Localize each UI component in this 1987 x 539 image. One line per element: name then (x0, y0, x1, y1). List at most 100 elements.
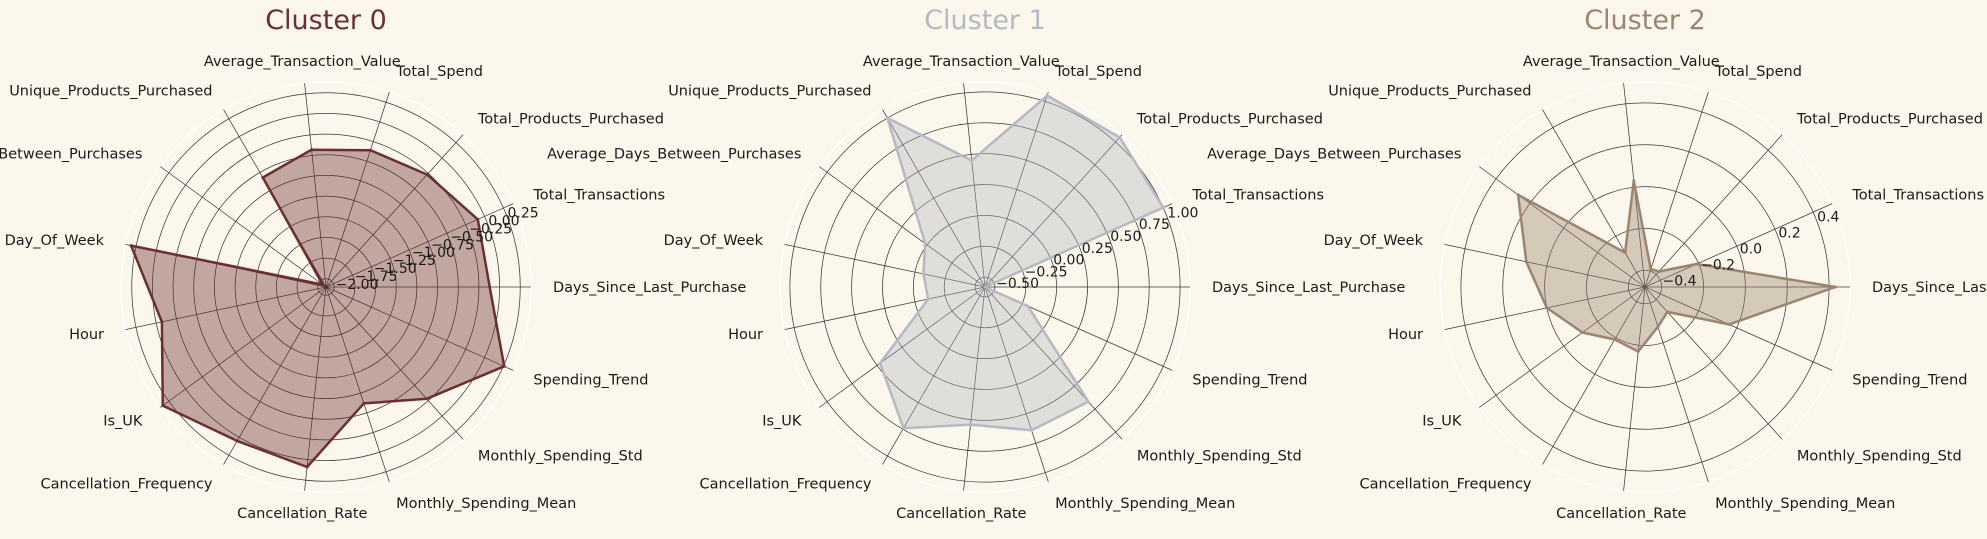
chart-title: Cluster 0 (265, 5, 387, 36)
data-point (1833, 285, 1837, 289)
spoke (304, 286, 327, 491)
r-tick-label: −1.50 (374, 261, 417, 277)
spoke (325, 286, 464, 440)
spoke (159, 166, 327, 288)
category-label: Day_Of_Week (1324, 233, 1424, 249)
data-point (970, 159, 974, 162)
data-point (1516, 193, 1520, 197)
r-tick-label: 0.75 (1139, 217, 1170, 233)
category-label: Cancellation_Rate (896, 506, 1026, 522)
data-point (1636, 350, 1640, 353)
category-label: Total_Products_Purchased (477, 111, 664, 127)
data-point (1649, 267, 1653, 271)
data-series-area (129, 148, 506, 469)
data-point (1030, 428, 1034, 432)
data-point (983, 285, 987, 289)
r-tick-label: −0.25 (469, 222, 512, 238)
r-tick-label: 0.00 (488, 214, 519, 230)
spoke (1623, 286, 1646, 491)
category-label: Average_Days_Between_Purchases (0, 147, 142, 163)
spoke (1644, 203, 1833, 288)
data-point (921, 272, 925, 276)
r-tick-label: −2.00 (336, 277, 379, 293)
spoke (882, 109, 986, 288)
r-tick-label: 1.00 (1167, 205, 1198, 221)
spoke (784, 244, 986, 288)
data-point (235, 439, 239, 443)
r-tick-label: 0.00 (1053, 253, 1084, 269)
r-tick-label: −0.75 (431, 237, 474, 253)
data-point (1727, 322, 1731, 326)
data-point (926, 297, 930, 301)
spoke (963, 286, 986, 491)
r-tick-label: 0.0 (1740, 242, 1762, 258)
data-point (1545, 306, 1549, 310)
data-point (261, 176, 265, 179)
category-label: Days_Since_Last_Purchase (1212, 280, 1405, 296)
r-tick-label: −0.25 (1025, 264, 1068, 280)
data-point (1580, 331, 1584, 334)
spoke (984, 286, 1049, 483)
category-label: Monthly_Spending_Mean (396, 496, 576, 512)
data-point (1086, 400, 1090, 404)
data-series-area (1516, 179, 1837, 353)
category-label: Cancellation_Rate (237, 506, 367, 522)
category-label: Total_Transactions (1191, 188, 1324, 204)
category-label: Days_Since_Last_Purchase (553, 280, 746, 296)
data-point (305, 465, 309, 469)
data-point (1161, 206, 1165, 210)
category-label: Average_Transaction_Value (1523, 54, 1720, 70)
category-label: Total_Spend (395, 64, 483, 80)
category-label: Total_Spend (1054, 64, 1142, 80)
data-point (1656, 325, 1660, 329)
category-label: Total_Products_Purchased (1796, 111, 1983, 127)
spoke (818, 286, 986, 408)
spoke (1644, 286, 1709, 483)
spoke (1542, 109, 1646, 288)
spoke (325, 286, 390, 483)
data-point (878, 361, 882, 365)
data-point (902, 426, 905, 430)
r-tick-label: −0.50 (996, 276, 1039, 292)
category-label: Cancellation_Frequency (41, 477, 213, 493)
category-label: Total_Products_Purchased (1136, 111, 1323, 127)
spoke (159, 286, 327, 408)
data-point (1524, 260, 1528, 264)
radar-panel-cluster-1: Cluster 1 −0.50−0.250.000.250.500.751.00 D… (547, 5, 1405, 522)
data-point (362, 401, 366, 405)
category-label: Hour (1388, 327, 1423, 343)
data-point (1657, 270, 1661, 273)
spoke (984, 134, 1123, 288)
category-label: Total_Transactions (532, 188, 665, 204)
category-label: Unique_Products_Purchased (668, 83, 871, 99)
category-label: Day_Of_Week (664, 233, 764, 249)
spoke (223, 286, 327, 465)
chart-title: Cluster 1 (924, 5, 1046, 36)
category-label: Monthly_Spending_Std (478, 449, 643, 465)
category-label: Is_UK (1422, 413, 1462, 429)
r-tick-label: −0.50 (450, 229, 493, 245)
category-label: Unique_Products_Purchased (9, 83, 212, 99)
category-label: Average_Days_Between_Purchases (1207, 147, 1461, 163)
category-label: Monthly_Spending_Std (1137, 449, 1302, 465)
data-point (488, 285, 492, 289)
category-label: Average_Days_Between_Purchases (547, 147, 801, 163)
category-label: Cancellation_Rate (1556, 506, 1686, 522)
category-label: Total_Spend (1714, 64, 1802, 80)
spoke (1444, 244, 1646, 288)
category-label: Unique_Products_Purchased (1328, 83, 1531, 99)
data-point (425, 173, 429, 177)
data-point (1695, 262, 1699, 266)
spoke (304, 83, 327, 288)
data-point (885, 116, 889, 120)
category-label: Monthly_Spending_Mean (1055, 496, 1235, 512)
category-label: Day_Of_Week (5, 233, 105, 249)
data-point (476, 217, 480, 221)
data-point (425, 397, 429, 401)
r-tick-label: 0.4 (1817, 210, 1839, 226)
category-label: Monthly_Spending_Mean (1715, 496, 1895, 512)
category-label: Days_Since_Last_Purchase (1872, 280, 1987, 296)
data-point (321, 283, 325, 287)
spoke (1478, 286, 1646, 408)
